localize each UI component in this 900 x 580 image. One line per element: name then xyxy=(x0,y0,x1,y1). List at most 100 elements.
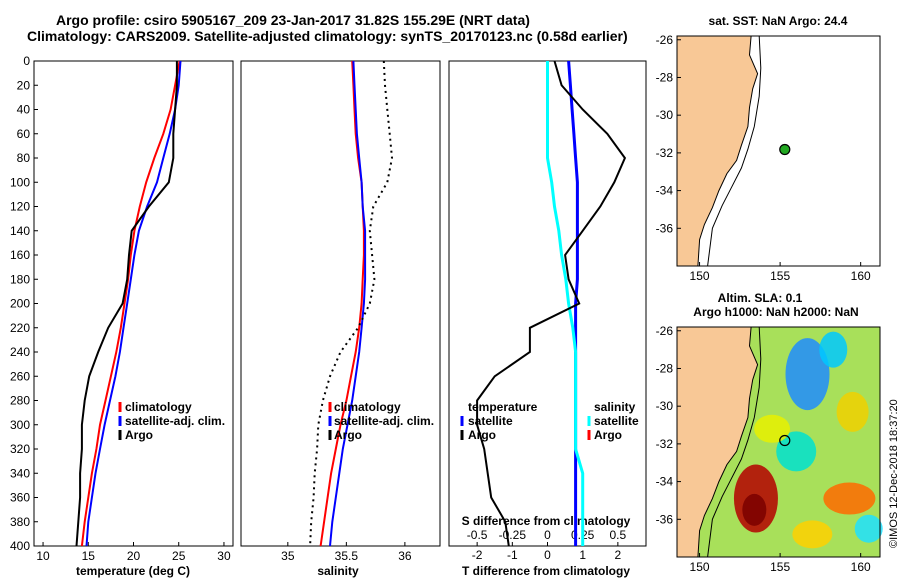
sla-map-land xyxy=(676,326,759,558)
diff-x-axis-label: T difference from climatology xyxy=(462,564,630,578)
depth-tick-label: 40 xyxy=(17,103,31,117)
diff-line-t-argo xyxy=(476,60,627,547)
sla-map-sla-patch xyxy=(742,493,767,526)
sst-map-lon-tick-label: 160 xyxy=(851,269,871,283)
sla-map-lat-tick-label: -28 xyxy=(656,361,674,375)
depth-tick-label: 300 xyxy=(10,418,30,432)
depth-tick-label: 120 xyxy=(10,200,30,214)
depth-tick-label: 140 xyxy=(10,224,30,238)
sla-map-sla-patch xyxy=(836,391,869,432)
temp-frame xyxy=(33,60,234,547)
sla-map-title-1: Altim. SLA: 0.1 xyxy=(718,291,803,305)
diff-t-legend-label: Argo xyxy=(468,428,496,442)
diff-s-tick-label: 0 xyxy=(544,528,551,542)
sla-map-lat-tick-label: -36 xyxy=(656,512,674,526)
sla-map-sla-patch xyxy=(854,514,883,543)
depth-tick-label: 320 xyxy=(10,442,30,456)
depth-tick-label: 60 xyxy=(17,127,31,141)
sst-map-land xyxy=(676,35,759,267)
sst-map-lat-tick-label: -36 xyxy=(656,221,674,235)
sla-map-lon-tick-label: 155 xyxy=(770,560,790,574)
diff-x-tick-label: -2 xyxy=(472,548,483,562)
temp-x-axis-label: temperature (deg C) xyxy=(76,564,190,578)
depth-tick-label: 80 xyxy=(17,151,31,165)
temp-x-tick-label: 10 xyxy=(36,549,50,563)
sla-map-lat-tick-label: -34 xyxy=(656,475,674,489)
sla-map-lon-tick-label: 150 xyxy=(690,560,710,574)
sla-map-sla-patch xyxy=(785,338,830,411)
depth-tick-label: 260 xyxy=(10,369,30,383)
sla-map-sla-patch xyxy=(776,431,817,472)
temp-line-argo xyxy=(75,61,178,547)
temp-legend-label: satellite-adj. clim. xyxy=(125,414,225,428)
sla-map-float-marker xyxy=(779,434,791,447)
diff-t-legend-label: temperature xyxy=(468,400,538,414)
sla-map-lon-tick-label: 160 xyxy=(851,560,871,574)
sla-map-title-2: Argo h1000: NaN h2000: NaN xyxy=(693,305,858,319)
diff-x-tick-label: -1 xyxy=(507,548,518,562)
sal-x-axis-label: salinity xyxy=(317,564,359,578)
diff-t-legend-label: satellite xyxy=(468,414,513,428)
diff-s-axis-label: S difference from climatology xyxy=(462,514,631,528)
sal-legend-label: Argo xyxy=(334,428,362,442)
imos-credit: ©IMOS 12-Dec-2018 18:37:20 xyxy=(888,399,900,548)
depth-tick-label: 360 xyxy=(10,491,30,505)
temp-x-tick-label: 15 xyxy=(82,549,96,563)
sal-x-tick-label: 36 xyxy=(398,549,412,563)
sal-legend-label: climatology xyxy=(334,400,401,414)
diff-s-tick-label: -0.25 xyxy=(499,528,527,542)
sst-map-lat-tick-label: -32 xyxy=(656,146,674,160)
sal-x-tick-label: 35.5 xyxy=(335,549,359,563)
sla-map-lat-tick-label: -32 xyxy=(656,437,674,451)
sla-map-sla-patch xyxy=(754,414,791,443)
sst-map-lon-tick-label: 155 xyxy=(770,269,790,283)
sal-x-tick-label: 35 xyxy=(281,549,295,563)
sst-map-frame xyxy=(676,35,881,267)
diff-x-tick-label: 0 xyxy=(544,548,551,562)
sst-map-lon-tick-label: 150 xyxy=(690,269,710,283)
figure-title-line2: Climatology: CARS2009. Satellite-adjuste… xyxy=(27,28,628,44)
sal-line-climatology xyxy=(319,60,365,547)
sla-map-sla-patch xyxy=(819,331,848,368)
sla-map-lat-tick-label: -30 xyxy=(656,399,674,413)
diff-s-legend-label: satellite xyxy=(594,414,639,428)
depth-tick-label: 340 xyxy=(10,466,30,480)
sst-map-lat-tick-label: -30 xyxy=(656,108,674,122)
diff-x-tick-label: 2 xyxy=(615,548,622,562)
depth-tick-label: 280 xyxy=(10,394,30,408)
depth-tick-label: 380 xyxy=(10,515,30,529)
sal-frame xyxy=(240,60,441,547)
temp-x-tick-label: 25 xyxy=(172,549,186,563)
diff-s-tick-label: -0.5 xyxy=(467,528,488,542)
diff-s-legend-label: salinity xyxy=(594,400,636,414)
temp-x-tick-label: 30 xyxy=(217,549,231,563)
temp-line-climatology xyxy=(80,60,181,547)
sst-map-shelf-contour xyxy=(707,35,762,267)
depth-tick-label: 20 xyxy=(17,78,31,92)
sla-map-sla-patch xyxy=(792,520,833,549)
sst-map-lat-tick-label: -28 xyxy=(656,70,674,84)
sst-map-float-marker xyxy=(779,143,791,156)
temp-x-tick-label: 20 xyxy=(127,549,141,563)
sst-map-lat-tick-label: -34 xyxy=(656,184,674,198)
diff-line-s-satellite xyxy=(546,61,585,546)
temp-legend-label: Argo xyxy=(125,428,153,442)
sst-map-lat-tick-label: -26 xyxy=(656,33,674,47)
depth-tick-label: 0 xyxy=(23,54,30,68)
depth-tick-label: 400 xyxy=(10,539,30,553)
diff-line-t-satellite xyxy=(567,60,579,546)
depth-tick-label: 160 xyxy=(10,248,30,262)
temp-line-satellite-adj-clim- xyxy=(85,60,182,547)
sal-legend-label: satellite-adj. clim. xyxy=(334,414,434,428)
depth-tick-label: 100 xyxy=(10,175,30,189)
depth-tick-label: 200 xyxy=(10,297,30,311)
diff-s-tick-label: 0.5 xyxy=(610,528,627,542)
depth-tick-label: 180 xyxy=(10,272,30,286)
sla-map-frame xyxy=(676,326,881,558)
sla-map-sla-patch xyxy=(823,482,876,515)
temp-legend-label: climatology xyxy=(125,400,192,414)
sal-line-argo xyxy=(309,60,394,547)
diff-x-tick-label: 1 xyxy=(579,548,586,562)
